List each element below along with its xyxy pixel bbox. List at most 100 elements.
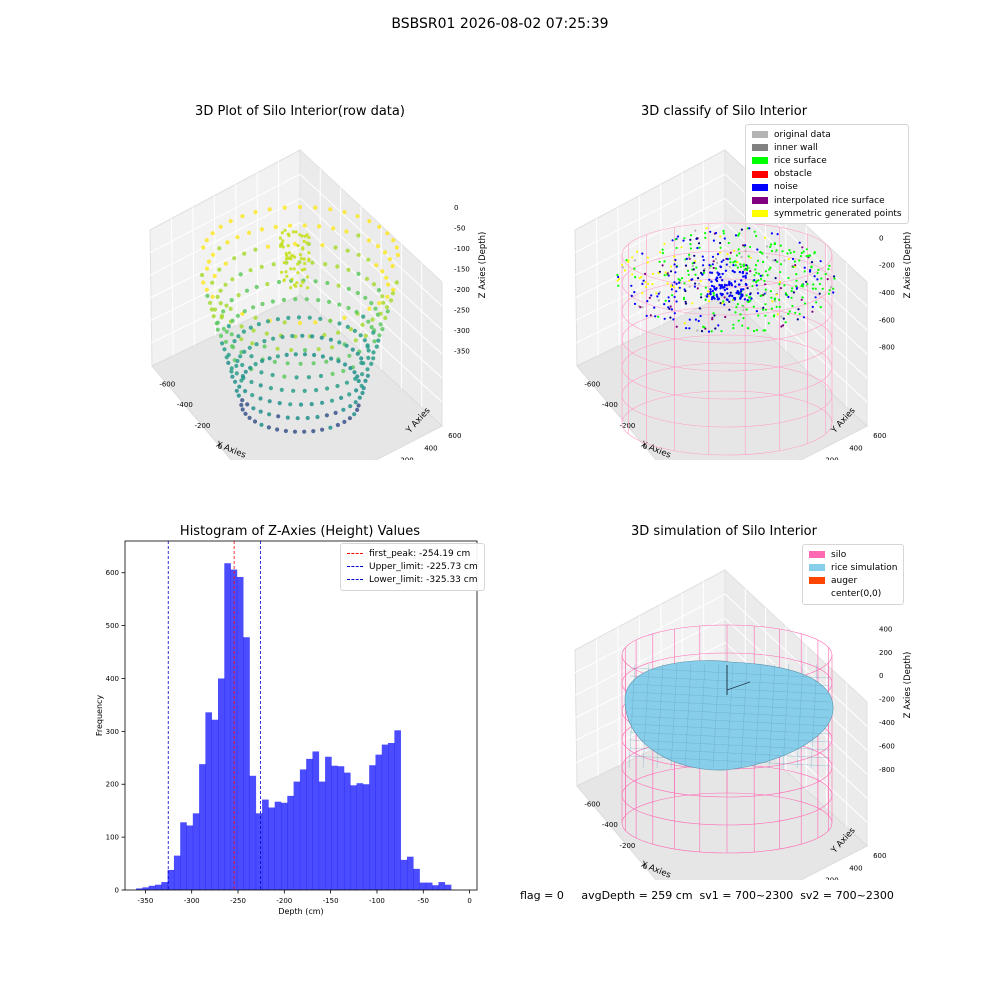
scatter-point [659,251,662,254]
surface-mesh-line [782,663,790,769]
scatter-point [309,402,314,407]
scatter-point [732,323,735,326]
scatter-point [210,252,216,257]
scatter-point [669,305,672,308]
scatter-point [673,312,676,315]
scatter-point [661,248,664,251]
scatter-point [769,266,772,269]
scatter-point [259,370,264,375]
scatter-point [387,257,392,262]
scatter-point [293,255,297,259]
scatter-point [646,261,649,264]
scatter-point [748,267,751,270]
grid-line [574,246,868,379]
scatter-point [705,295,709,298]
x-tick-label: -200 [619,842,635,850]
scatter-point [729,294,732,297]
y-tick-label: 400 [849,864,862,872]
scatter-point [817,268,820,271]
scatter-point [302,239,306,243]
z-tick-label: 400 [879,625,892,633]
scatter-point [707,300,711,303]
scatter-point [785,294,789,297]
legend-swatch [809,551,825,559]
scatter-point [298,361,303,366]
scatter-point [703,267,706,270]
histogram-bar [394,730,401,890]
scatter-point [672,318,675,321]
histogram-bar [262,799,269,890]
scatter-point [715,293,718,296]
scatter-point [689,234,693,237]
scatter-point [247,415,252,420]
histogram-bar [381,744,389,890]
scatter-point [360,390,365,396]
scatter-point [266,425,271,430]
scatter-point [205,293,210,298]
scatter-point [678,281,681,284]
x-tick-label: -400 [602,401,618,409]
scatter-point [761,252,764,255]
histogram-bar [413,868,420,890]
scatter-point [640,275,643,279]
scatter-point [806,282,809,286]
scatter-point [792,265,795,269]
scatter-point [356,233,361,238]
scatter-point [333,410,338,415]
histogram-bar [425,882,433,890]
scatter-point [790,296,793,299]
scatter-point [219,315,224,320]
scatter-point [282,320,287,325]
z-tick-label: -200 [879,696,895,704]
scatter-point [378,322,383,327]
scatter-point [689,238,692,241]
scatter-point [236,393,241,398]
histogram-bar [255,813,263,890]
scatter-point [346,267,351,272]
scatter-point [634,276,637,279]
scatter-point [764,303,767,306]
histogram-bar [205,712,212,890]
scatter-point [792,291,795,294]
scatter-point [300,234,304,238]
scatter-point [240,362,245,368]
legend-label: center(0,0) [831,589,882,600]
scatter-point [720,284,723,287]
scatter-point [776,260,779,263]
scatter-point [723,288,726,292]
scatter-point [639,306,642,309]
scatter-point [654,315,657,318]
scatter-point [215,294,220,299]
scatter-point [800,298,803,301]
scatter-point [270,372,275,378]
scatter-point [300,268,304,272]
legend-label: Upper_limit: -225.73 cm [369,561,478,572]
scatter-point [284,352,289,357]
grid-line [149,197,443,331]
scatter-point [767,322,770,325]
scatter-point [267,207,272,212]
scatter-point [729,251,732,254]
scatter-point [210,280,215,285]
scatter-point [658,270,661,273]
scatter-point [816,278,819,281]
histogram-bar [438,882,446,890]
x-tick-label: -300 [184,897,200,905]
scatter-point [827,292,831,295]
scatter-point [286,315,291,320]
scatter-point [371,282,377,287]
scatter-point [280,334,285,340]
scatter-point [363,378,368,383]
scatter-point [642,279,645,282]
scatter-point [798,241,801,244]
scatter-point [764,288,767,291]
scatter-point [295,416,300,421]
scatter-point [299,257,304,261]
scatter-point [684,264,688,267]
scatter-point [749,245,752,249]
scatter-point [633,291,636,294]
scatter-point [743,298,747,301]
scatter-point [754,268,757,271]
scatter-point [295,281,299,285]
scatter-point [669,285,673,288]
